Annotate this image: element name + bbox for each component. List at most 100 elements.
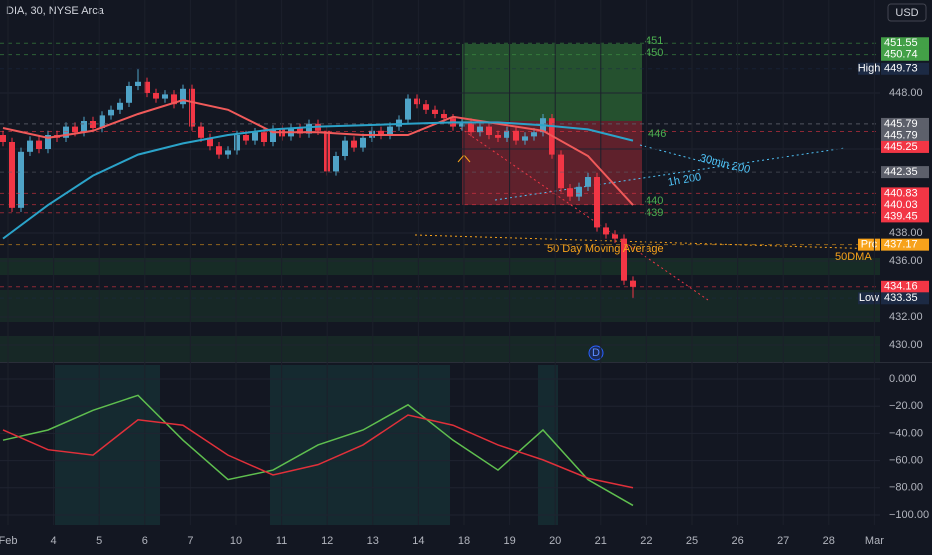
price-tag: High <box>858 63 881 75</box>
candle-body <box>81 120 87 133</box>
candle-body <box>198 126 204 138</box>
x-tick-label: 26 <box>731 535 743 547</box>
candle-body <box>261 132 267 142</box>
candle-body <box>243 134 249 141</box>
candle-body <box>144 81 150 93</box>
x-tick-label: 14 <box>412 535 424 547</box>
candle-body <box>459 122 465 127</box>
price-tag: Prc <box>861 239 878 251</box>
currency-box[interactable] <box>887 3 927 22</box>
annotation: D <box>592 347 600 359</box>
candle-body <box>513 130 519 141</box>
candle-body <box>108 109 114 116</box>
candle-body <box>36 140 42 150</box>
candle-body <box>207 137 213 147</box>
x-tick-label: 19 <box>503 535 515 547</box>
dividend-marker <box>588 345 604 361</box>
candle-body <box>90 120 96 128</box>
x-tick-label: 21 <box>595 535 607 547</box>
indicator-line <box>2 98 634 206</box>
candle-body <box>45 134 51 150</box>
price-label-bg <box>881 187 929 200</box>
osc-zone <box>270 365 450 525</box>
price-label: 434.16 <box>884 281 918 293</box>
y-tick-label: 438.00 <box>889 227 923 239</box>
x-tick-label: 18 <box>458 535 470 547</box>
candle-body <box>567 188 573 197</box>
candle-body <box>189 88 195 127</box>
price-label: 433.35 <box>884 292 918 304</box>
candle-body <box>594 177 600 228</box>
candle-body <box>252 132 258 141</box>
candle-body <box>378 130 384 135</box>
price-label-bg <box>881 140 929 153</box>
price-label-bg <box>881 166 929 179</box>
candle-body <box>486 126 492 135</box>
time-axis <box>0 528 932 550</box>
y-tick-label: −20.00 <box>889 400 923 412</box>
price-label-bg <box>881 198 929 211</box>
candle-body <box>351 140 357 148</box>
zone <box>0 336 880 362</box>
annotation: 439 <box>645 207 663 219</box>
candle-body <box>216 146 222 155</box>
x-tick-label: 28 <box>823 535 835 547</box>
annotation: 451 <box>645 35 663 47</box>
price-label-bg <box>881 238 929 251</box>
symbol: DIA, 30, NYSE Arca <box>6 5 105 17</box>
candle-body <box>306 123 312 134</box>
candle-body <box>441 113 447 119</box>
x-tick-label: 13 <box>367 535 379 547</box>
y-tick-label: 436.00 <box>889 255 923 267</box>
price-label: 445.25 <box>884 141 918 153</box>
y-tick-label: −100.00 <box>889 509 929 521</box>
osc-zone <box>538 365 558 525</box>
y-tick-label: −40.00 <box>889 427 923 439</box>
price-label: 445.79 <box>884 129 918 141</box>
candle-body <box>135 81 141 86</box>
x-tick-label: 12 <box>321 535 333 547</box>
candle-body <box>225 150 231 155</box>
price-label-bg <box>881 210 929 223</box>
indicator-line <box>2 414 634 489</box>
annotation: 1h 200 <box>667 171 702 189</box>
y-tick-label: 432.00 <box>889 311 923 323</box>
candle-body <box>27 140 33 152</box>
candle-body <box>126 85 132 103</box>
candle-body <box>0 134 6 142</box>
annotation: 50 Day Moving Average <box>547 243 664 255</box>
currency[interactable]: USD <box>895 7 918 19</box>
trendline <box>459 127 709 301</box>
x-tick-label: Mar <box>865 535 884 547</box>
price-label-bg <box>881 280 929 293</box>
candle-body <box>234 134 240 151</box>
annotation: 450 <box>645 47 663 59</box>
x-tick-label: 25 <box>686 535 698 547</box>
candle-body <box>117 102 123 110</box>
price-label: 449.73 <box>884 63 918 75</box>
y-tick-label: 430.00 <box>889 339 923 351</box>
candle-body <box>9 141 15 208</box>
candle-body <box>360 137 366 148</box>
candle-body <box>603 227 609 235</box>
price-label: 440.03 <box>884 199 918 211</box>
candle-body <box>405 98 411 120</box>
candle-body <box>432 109 438 114</box>
candle-body <box>576 186 582 197</box>
x-tick-label: 7 <box>187 535 193 547</box>
price-label-bg <box>881 292 929 305</box>
candle-body <box>612 234 618 239</box>
x-tick-label: 20 <box>549 535 561 547</box>
x-tick-label: Feb <box>0 535 17 547</box>
zone <box>0 258 880 275</box>
candle-body <box>504 130 510 138</box>
annotation: 440 <box>645 195 663 207</box>
x-tick-label: 10 <box>230 535 242 547</box>
target-zone <box>462 44 642 121</box>
annotation: 50DMA <box>835 251 872 263</box>
price-label: 445.79 <box>884 118 918 130</box>
indicator-line <box>2 394 634 507</box>
y-tick-label: 448.00 <box>889 87 923 99</box>
indicator-line <box>2 121 634 240</box>
